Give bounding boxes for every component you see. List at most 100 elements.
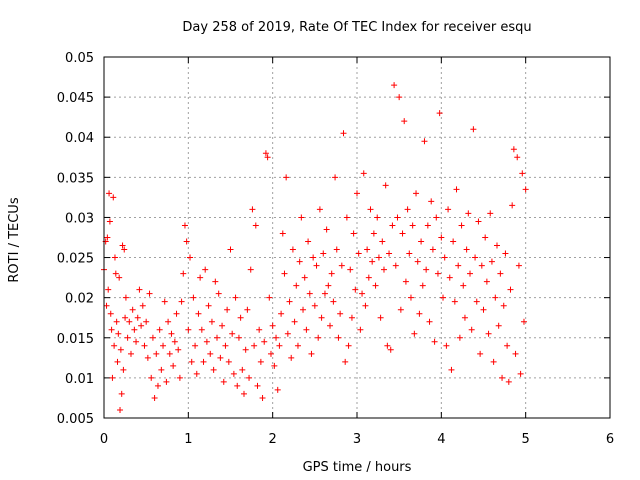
data-point xyxy=(160,342,167,349)
data-point xyxy=(480,306,487,313)
y-tick-label: 0.015 xyxy=(57,332,94,347)
data-point xyxy=(247,266,254,273)
data-point xyxy=(443,342,450,349)
data-point xyxy=(103,302,110,309)
data-point xyxy=(448,366,455,373)
data-point xyxy=(323,226,330,233)
data-point xyxy=(436,110,443,117)
data-point xyxy=(446,274,453,281)
data-point xyxy=(158,366,165,373)
data-point xyxy=(136,286,143,293)
data-point xyxy=(183,238,190,245)
data-point xyxy=(185,326,192,333)
data-point xyxy=(173,310,180,317)
data-point xyxy=(225,358,232,365)
data-point xyxy=(111,342,118,349)
data-point xyxy=(112,270,119,277)
data-point xyxy=(180,270,187,277)
y-axis-label: ROTI / TECUs xyxy=(7,197,22,282)
data-point xyxy=(438,234,445,241)
data-point xyxy=(492,294,499,301)
data-point xyxy=(348,314,355,321)
data-point xyxy=(515,262,522,269)
data-point xyxy=(357,326,364,333)
y-tick-label: 0.03 xyxy=(65,211,94,226)
data-point xyxy=(210,366,217,373)
data-point xyxy=(502,250,509,257)
data-point xyxy=(441,254,448,261)
data-point xyxy=(333,246,340,253)
data-point xyxy=(478,262,485,269)
x-tick-label: 1 xyxy=(184,432,192,447)
data-point xyxy=(300,306,307,313)
data-point xyxy=(504,342,511,349)
data-point xyxy=(281,270,288,277)
data-point xyxy=(116,274,123,281)
data-point xyxy=(144,354,151,361)
data-point xyxy=(311,302,318,309)
y-tick-label: 0.02 xyxy=(65,292,94,307)
data-point xyxy=(198,326,205,333)
data-point xyxy=(482,234,489,241)
data-point xyxy=(113,318,120,325)
data-point xyxy=(146,290,153,297)
data-point xyxy=(117,346,124,353)
data-point xyxy=(168,330,175,337)
data-point xyxy=(374,214,381,221)
y-tick-label: 0.005 xyxy=(57,412,94,427)
y-tick-label: 0.05 xyxy=(65,51,94,66)
data-point xyxy=(190,294,197,301)
data-point xyxy=(477,350,484,357)
data-point xyxy=(434,270,441,277)
data-point xyxy=(520,318,527,325)
data-point xyxy=(197,274,204,281)
data-point xyxy=(171,338,178,345)
data-point xyxy=(298,214,305,221)
data-point xyxy=(418,238,425,245)
data-point xyxy=(122,294,129,301)
data-point xyxy=(271,362,278,369)
data-point xyxy=(215,290,222,297)
data-point xyxy=(327,322,334,329)
data-point xyxy=(244,306,251,313)
data-point xyxy=(490,358,497,365)
data-point xyxy=(220,378,227,385)
data-point xyxy=(109,374,116,381)
data-point xyxy=(384,342,391,349)
data-point xyxy=(274,386,281,393)
data-point xyxy=(261,338,268,345)
data-point xyxy=(355,250,362,257)
data-point xyxy=(342,358,349,365)
data-point xyxy=(510,146,517,153)
y-tick-label: 0.035 xyxy=(57,171,94,186)
data-point xyxy=(440,294,447,301)
data-point xyxy=(343,214,350,221)
data-point xyxy=(279,230,286,237)
data-point xyxy=(127,350,134,357)
data-point xyxy=(219,322,226,329)
data-point xyxy=(377,314,384,321)
data-point xyxy=(214,334,221,341)
data-point xyxy=(111,254,118,261)
data-point xyxy=(407,294,414,301)
data-point xyxy=(181,222,188,229)
data-point xyxy=(316,206,323,213)
data-point xyxy=(122,314,129,321)
data-point xyxy=(321,290,328,297)
data-point xyxy=(522,186,529,193)
data-point xyxy=(161,298,168,305)
data-point xyxy=(240,390,247,397)
data-point xyxy=(296,258,303,265)
data-point xyxy=(330,298,337,305)
data-point xyxy=(229,330,236,337)
data-point xyxy=(392,262,399,269)
data-point xyxy=(232,294,239,301)
data-point xyxy=(465,210,472,217)
x-tick-label: 2 xyxy=(269,432,277,447)
data-point xyxy=(129,306,136,313)
data-point xyxy=(114,358,121,365)
data-point xyxy=(205,302,212,309)
data-point xyxy=(288,354,295,361)
data-point xyxy=(456,334,463,341)
data-point xyxy=(315,334,322,341)
